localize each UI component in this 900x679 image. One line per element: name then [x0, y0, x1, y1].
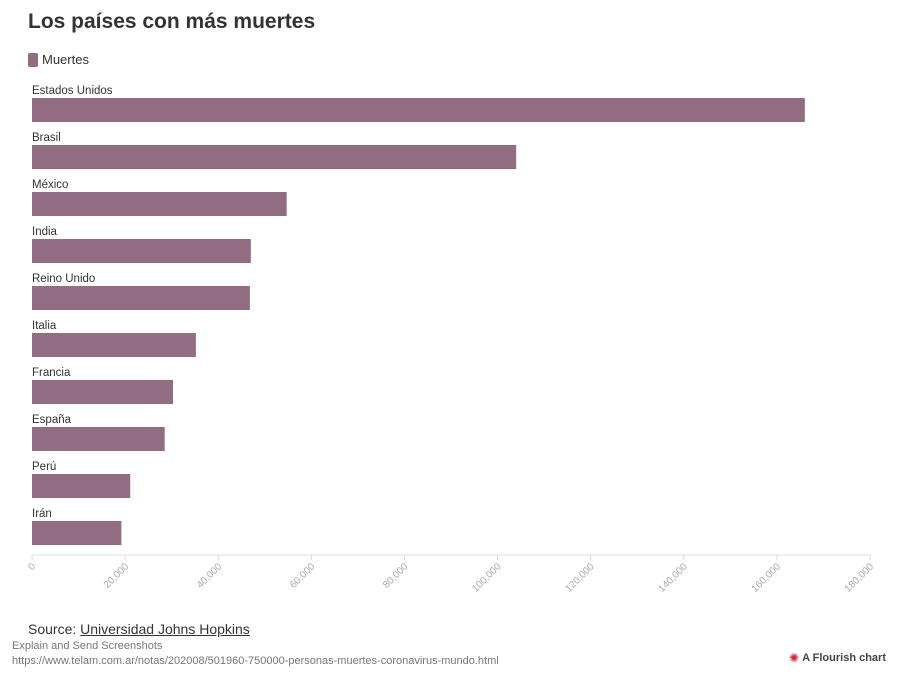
x-tick-label: 60,000	[288, 561, 318, 591]
x-tick-label: 20,000	[102, 561, 132, 591]
x-tick-label: 40,000	[195, 561, 225, 591]
bar-label: Francia	[32, 367, 71, 379]
x-tick-label: 100,000	[470, 561, 504, 595]
source-link[interactable]: Universidad Johns Hopkins	[80, 621, 250, 637]
bar[interactable]	[32, 239, 251, 263]
bar[interactable]	[32, 380, 174, 404]
flourish-logo-icon: ✺	[789, 651, 800, 665]
legend[interactable]: Muertes	[28, 52, 89, 67]
bar-chart: Estados Unidos Brasil México India Reino Uni…	[26, 85, 877, 595]
bar[interactable]	[32, 427, 165, 451]
footer-url[interactable]: https://www.telam.com.ar/notas/202008/50…	[12, 655, 499, 667]
bar[interactable]	[32, 474, 131, 498]
x-tick-label: 180,000	[843, 561, 877, 595]
bar-label: Italia	[32, 320, 57, 332]
footer-caption: Explain and Send Screenshots	[12, 640, 163, 652]
bar-label: España	[32, 414, 72, 426]
legend-swatch	[28, 52, 38, 67]
flourish-credit[interactable]: ✺ A Flourish chart	[789, 651, 886, 665]
bar-label: Irán	[32, 508, 52, 520]
bar[interactable]	[32, 286, 250, 310]
bar[interactable]	[32, 145, 517, 169]
bar[interactable]	[32, 98, 805, 122]
bar[interactable]	[32, 192, 287, 216]
chart-title: Los países con más muertes	[28, 10, 316, 33]
x-tick-label: 0	[26, 561, 38, 573]
x-tick-label: 120,000	[563, 561, 597, 595]
bar-label: India	[32, 226, 58, 238]
x-tick-label: 80,000	[381, 561, 411, 591]
bar-label: Estados Unidos	[32, 85, 113, 97]
source-prefix: Source:	[28, 621, 81, 637]
bar-label: Reino Unido	[32, 273, 95, 285]
x-tick-label: 160,000	[750, 561, 784, 595]
legend-label: Muertes	[42, 52, 89, 67]
bar-label: Brasil	[32, 132, 61, 144]
bar-label: México	[32, 179, 68, 191]
source: Source: Universidad Johns Hopkins	[28, 621, 250, 637]
bar-label: Perú	[32, 461, 56, 473]
bar[interactable]	[32, 333, 196, 357]
x-tick-label: 140,000	[657, 561, 691, 595]
bar[interactable]	[32, 521, 122, 545]
flourish-label: A Flourish chart	[802, 652, 886, 664]
